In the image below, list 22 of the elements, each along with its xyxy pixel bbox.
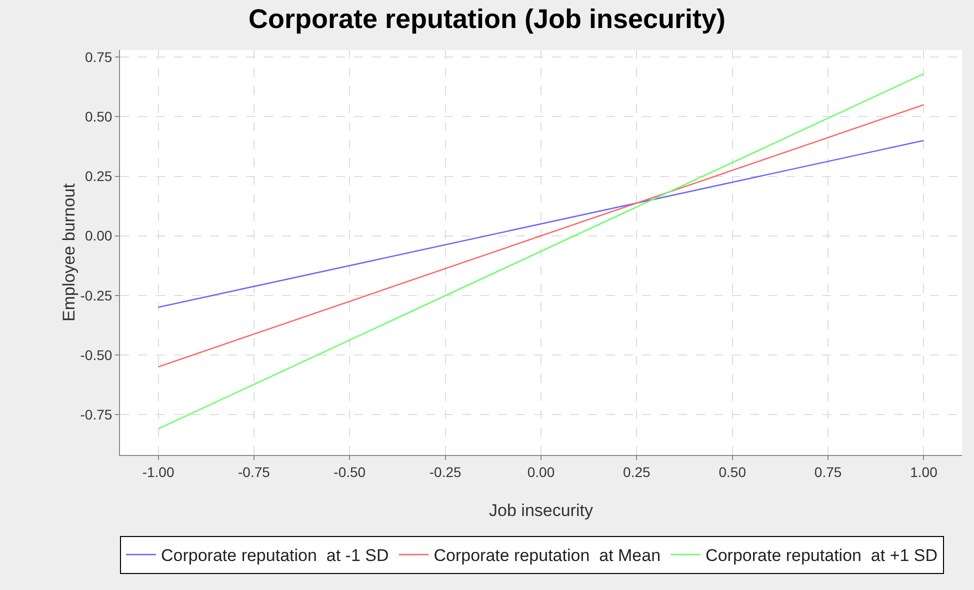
y-tick-label: 0.50 [84, 108, 112, 125]
x-tick-label: 0.00 [527, 464, 555, 480]
x-tick-label: -0.75 [238, 464, 270, 480]
y-tick-label: 0.00 [84, 228, 112, 244]
x-tick-label: 0.25 [623, 464, 651, 480]
x-tick-label: 1.00 [910, 464, 938, 480]
x-tick-label: 0.75 [814, 464, 842, 480]
y-tick-label: 0.75 [84, 49, 112, 66]
x-tick-label: -1.00 [142, 464, 174, 480]
chart-title: Corporate reputation (Job insecurity) [248, 4, 726, 34]
y-tick-label: -0.75 [80, 406, 112, 422]
x-tick-label: -0.25 [429, 464, 462, 480]
x-tick-label: -0.50 [334, 464, 366, 480]
y-tick-label: -0.25 [80, 287, 112, 304]
x-tick-label: 0.50 [718, 464, 746, 480]
y-tick-label: -0.50 [80, 346, 112, 363]
legend-label: Corporate reputation at +1 SD [706, 546, 938, 566]
y-axis-title: Employee burnout [59, 183, 78, 322]
y-tick-label: 0.25 [84, 168, 112, 184]
legend-label: Corporate reputation at -1 SD [161, 546, 389, 566]
x-axis-title: Job insecurity [489, 501, 594, 520]
legend-label: Corporate reputation at Mean [434, 546, 661, 566]
